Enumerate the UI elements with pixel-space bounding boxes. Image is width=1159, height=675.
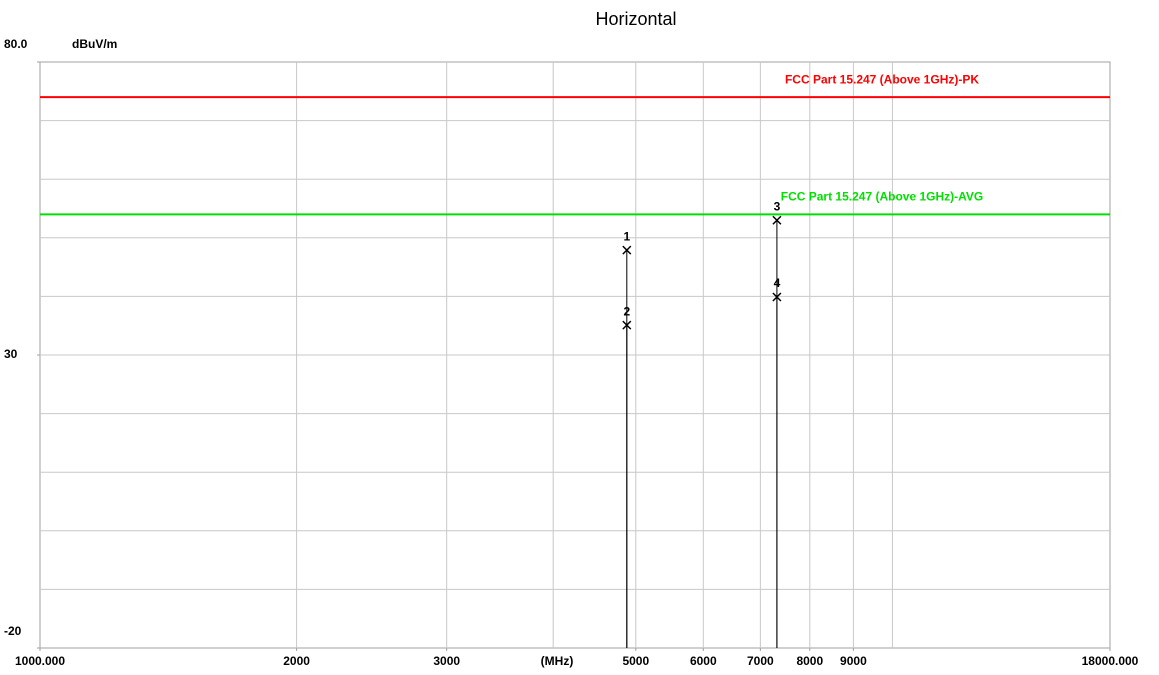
x-tick-label: 6000 (690, 654, 717, 668)
marker-label: 2 (623, 304, 630, 318)
x-tick-label: 8000 (796, 654, 823, 668)
y-tick-label: 30 (4, 347, 18, 361)
marker-label: 4 (774, 276, 781, 290)
x-tick-label: 18000.000 (1082, 654, 1139, 668)
marker-label: 1 (623, 229, 630, 243)
limit-label: FCC Part 15.247 (Above 1GHz)-PK (785, 72, 979, 86)
y-axis-label: dBuV/m (72, 37, 117, 51)
x-tick-label: 7000 (747, 654, 774, 668)
chart-title: Horizontal (595, 9, 676, 29)
y-tick-label: -20 (4, 624, 22, 638)
x-tick-label: 5000 (622, 654, 649, 668)
x-axis-label: (MHz) (541, 654, 574, 668)
marker (772, 215, 782, 225)
marker (622, 320, 632, 330)
x-tick-label: 2000 (283, 654, 310, 668)
x-tick-label: 3000 (433, 654, 460, 668)
marker (622, 245, 632, 255)
y-tick-label: 80.0 (4, 37, 28, 51)
marker-label: 3 (774, 199, 781, 213)
limit-label: FCC Part 15.247 (Above 1GHz)-AVG (781, 190, 984, 204)
x-tick-label: 1000.000 (15, 654, 65, 668)
marker (772, 292, 782, 302)
x-tick-label: 9000 (840, 654, 867, 668)
